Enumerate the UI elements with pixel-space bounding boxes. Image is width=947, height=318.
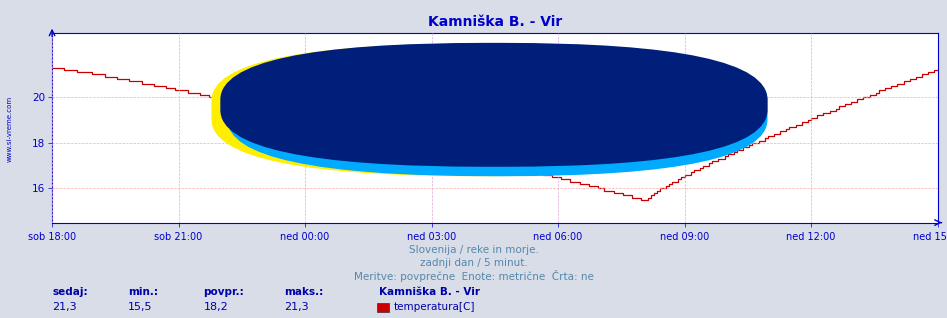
FancyBboxPatch shape <box>211 44 759 176</box>
FancyBboxPatch shape <box>227 44 767 176</box>
Text: 21,3: 21,3 <box>284 302 309 312</box>
FancyBboxPatch shape <box>221 43 767 167</box>
Text: Kamniška B. - Vir: Kamniška B. - Vir <box>379 287 480 297</box>
Text: 21,3: 21,3 <box>52 302 77 312</box>
Text: temperatura[C]: temperatura[C] <box>394 302 475 312</box>
Text: www.si-vreme.com: www.si-vreme.com <box>347 129 643 157</box>
Text: Meritve: povprečne  Enote: metrične  Črta: ne: Meritve: povprečne Enote: metrične Črta:… <box>353 270 594 282</box>
Text: maks.:: maks.: <box>284 287 323 297</box>
Title: Kamniška B. - Vir: Kamniška B. - Vir <box>428 16 562 30</box>
Text: 18,2: 18,2 <box>204 302 228 312</box>
Text: sedaj:: sedaj: <box>52 287 88 297</box>
Text: povpr.:: povpr.: <box>204 287 244 297</box>
Text: min.:: min.: <box>128 287 158 297</box>
Text: zadnji dan / 5 minut.: zadnji dan / 5 minut. <box>420 258 527 268</box>
Text: 15,5: 15,5 <box>128 302 152 312</box>
Text: www.si-vreme.com: www.si-vreme.com <box>7 96 12 162</box>
Text: Slovenija / reke in morje.: Slovenija / reke in morje. <box>408 245 539 255</box>
